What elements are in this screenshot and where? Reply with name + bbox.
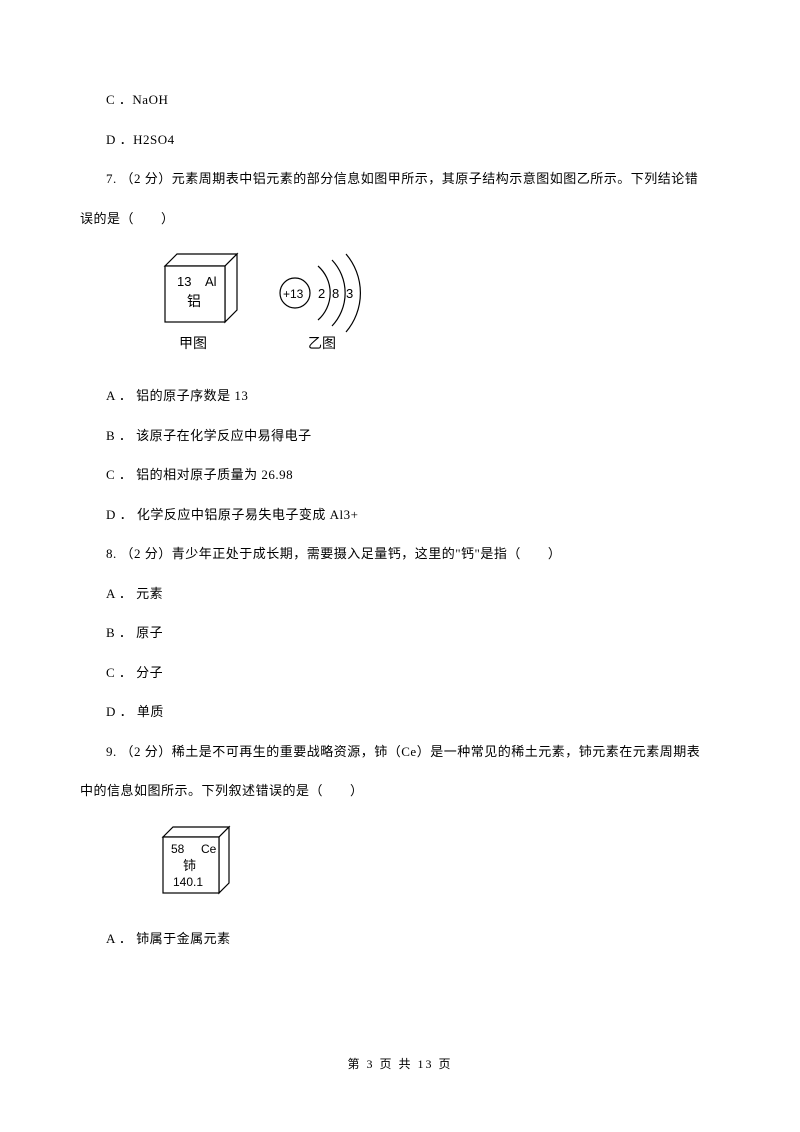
q9-stem-line2: 中的信息如图所示。下列叙述错误的是（ ） — [80, 781, 720, 801]
cube-ce: 58 Ce 铈 140.1 — [163, 827, 229, 893]
svg-text:58: 58 — [171, 842, 185, 856]
cube-sym: Al — [205, 274, 217, 289]
cube-name: 铝 — [187, 294, 201, 310]
page-content: C ．NaOH D ．H2SO4 7. （2 分）元素周期表中铝元素的部分信息如… — [0, 0, 800, 948]
q8-stem: 8. （2 分）青少年正处于成长期，需要摄入足量钙，这里的"钙"是指（ ） — [80, 544, 720, 564]
svg-text:乙图: 乙图 — [308, 336, 336, 352]
svg-text:2: 2 — [318, 286, 325, 301]
svg-text:3: 3 — [346, 286, 353, 301]
q7-figure: 13 Al 铝 甲图 +13 2 8 3 乙图 — [155, 248, 720, 368]
q8-a: A ． 元素 — [80, 584, 720, 604]
page-footer: 第 3 页 共 13 页 — [0, 1055, 800, 1072]
option-c: C ．NaOH — [80, 90, 720, 110]
q9-stem-line1: 9. （2 分）稀土是不可再生的重要战略资源，铈（Ce）是一种常见的稀土元素，铈… — [80, 742, 720, 762]
q8-d: D ． 单质 — [80, 702, 720, 722]
svg-text:Ce: Ce — [201, 842, 217, 856]
q9-a: A ． 铈属于金属元素 — [80, 929, 720, 949]
svg-text:8: 8 — [332, 286, 339, 301]
q8-b: B ． 原子 — [80, 623, 720, 643]
svg-text:140.1: 140.1 — [173, 875, 203, 889]
q7-c: C ． 铝的相对原子质量为 26.98 — [80, 465, 720, 485]
option-d: D ．H2SO4 — [80, 130, 720, 150]
atom-yi: +13 2 8 3 乙图 — [280, 254, 360, 352]
q7-a: A ． 铝的原子序数是 13 — [80, 386, 720, 406]
q8-c: C ． 分子 — [80, 663, 720, 683]
cube-label: 甲图 — [179, 337, 207, 352]
q9-figure: 58 Ce 铈 140.1 — [155, 821, 720, 911]
q7-d: D ． 化学反应中铝原子易失电子变成 Al3+ — [80, 505, 720, 525]
svg-text:铈: 铈 — [183, 858, 196, 873]
q7-stem-line2: 误的是（ ） — [80, 209, 720, 229]
cube-num: 13 — [177, 274, 191, 289]
q7-stem-line1: 7. （2 分）元素周期表中铝元素的部分信息如图甲所示，其原子结构示意图如图乙所… — [80, 169, 720, 189]
cube-jia: 13 Al 铝 甲图 — [165, 254, 237, 352]
q7-b: B ． 该原子在化学反应中易得电子 — [80, 426, 720, 446]
svg-text:+13: +13 — [283, 287, 304, 301]
